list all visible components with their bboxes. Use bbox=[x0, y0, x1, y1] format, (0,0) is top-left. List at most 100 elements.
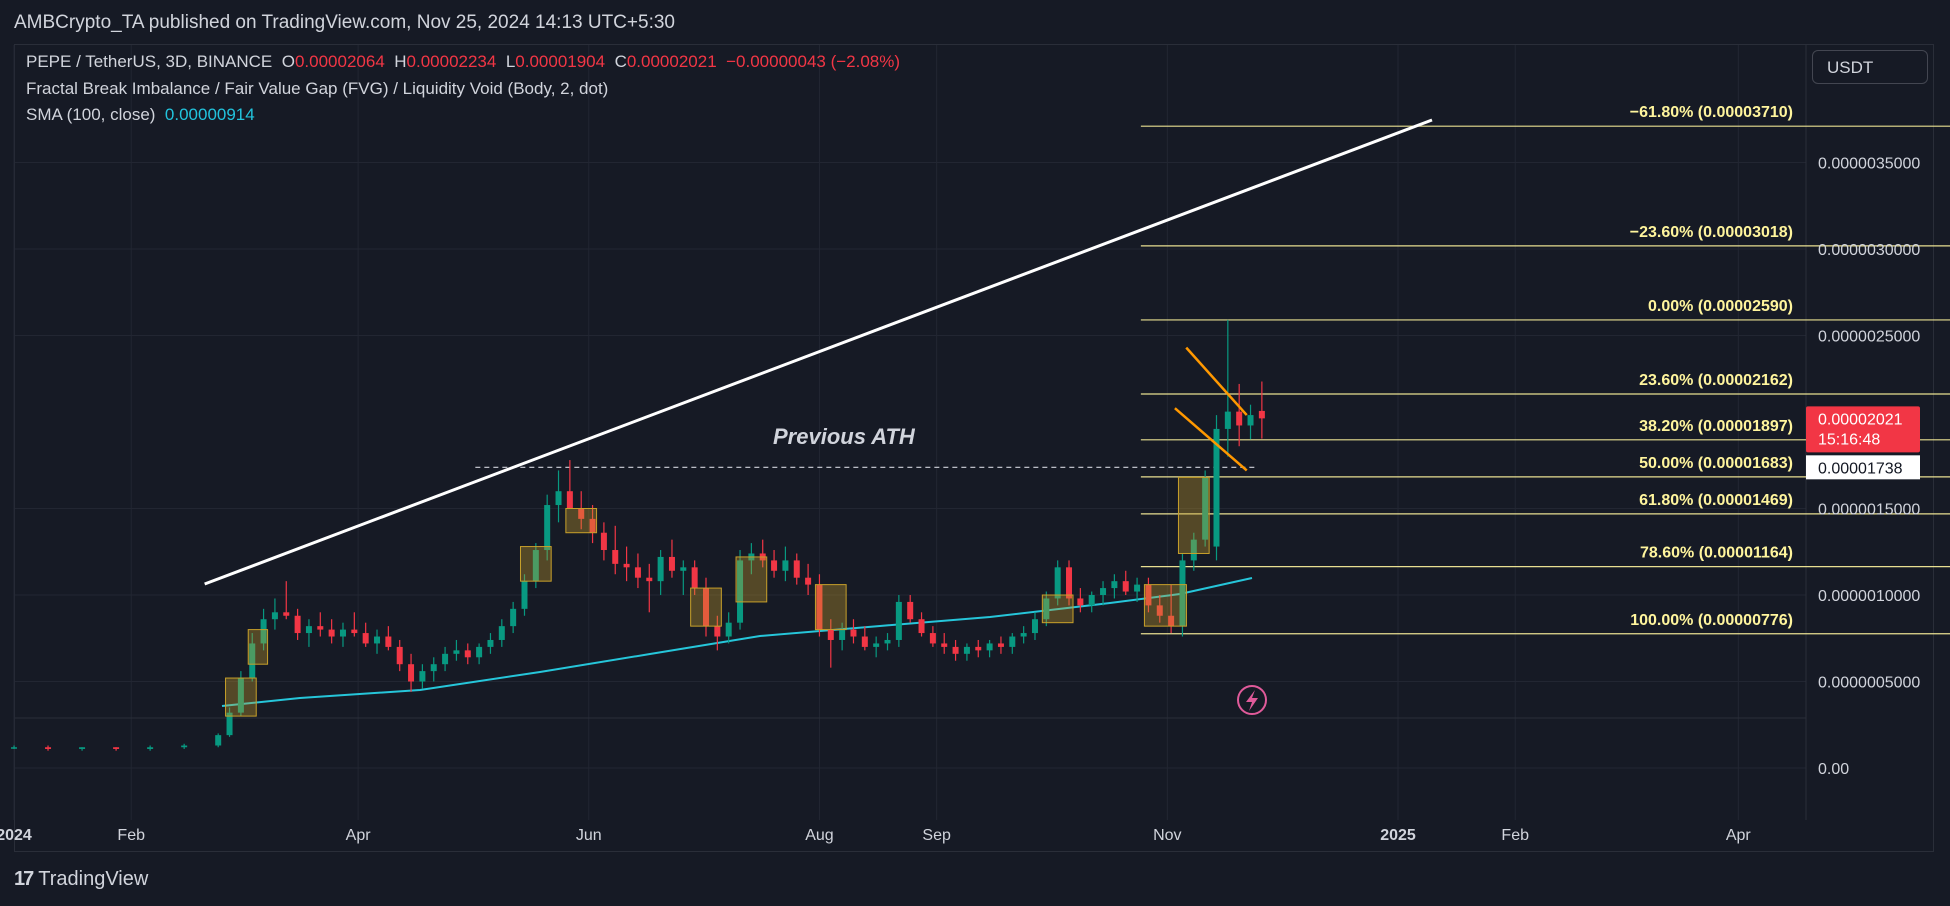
candle-body bbox=[997, 643, 1004, 647]
y-axis-tick-label: 0.00 bbox=[1818, 761, 1849, 778]
tradingview-brand: TradingView bbox=[38, 868, 149, 890]
candle-body bbox=[464, 650, 471, 658]
candle-body bbox=[521, 581, 528, 609]
candle-body bbox=[305, 626, 312, 634]
candle-body bbox=[79, 747, 86, 749]
indicator-legend-sma[interactable]: SMA (100, close) 0.00000914 bbox=[26, 105, 255, 125]
candle-body bbox=[612, 550, 619, 564]
x-axis-tick-label: Apr bbox=[346, 827, 372, 844]
ohlc-open-value: 0.00002064 bbox=[294, 52, 385, 71]
candle-body bbox=[578, 508, 585, 519]
level-price-badge bbox=[1806, 455, 1920, 480]
candle-body bbox=[691, 567, 698, 589]
candle-body bbox=[317, 626, 324, 630]
fib-level-label: 0.00% (0.00002590) bbox=[1648, 298, 1793, 315]
candle-body bbox=[918, 619, 925, 634]
indicator-sma-value: 0.00000914 bbox=[164, 105, 255, 124]
candle-body bbox=[1054, 567, 1061, 599]
price-change: −0.00000043 (−2.08%) bbox=[726, 52, 901, 71]
candle-body bbox=[782, 560, 789, 571]
tradingview-logo[interactable]: 17 TradingView bbox=[14, 868, 148, 891]
candle-body bbox=[646, 577, 653, 582]
candle-body bbox=[771, 560, 778, 571]
fib-level-label: 38.20% (0.00001897) bbox=[1639, 418, 1793, 435]
price-chart[interactable]: −61.80% (0.00003710) −23.60% (0.00003018)… bbox=[0, 0, 1950, 852]
candle-body bbox=[714, 626, 721, 637]
candle-body bbox=[283, 612, 290, 616]
fvg-box bbox=[519, 546, 552, 582]
ohlc-high-value: 0.00002234 bbox=[406, 52, 497, 71]
channel-line[interactable] bbox=[1174, 407, 1248, 472]
fib-level-label: 50.00% (0.00001683) bbox=[1639, 455, 1793, 472]
x-axis-tick-label: Sep bbox=[922, 827, 951, 844]
fib-level-label: −61.80% (0.00003710) bbox=[1630, 104, 1793, 121]
level-price-value: 0.00001738 bbox=[1818, 460, 1903, 477]
ohlc-close-label: C bbox=[614, 52, 627, 71]
candle-body bbox=[1168, 615, 1175, 627]
candle-body bbox=[510, 608, 517, 627]
fib-level-label: −23.60% (0.00003018) bbox=[1630, 224, 1793, 241]
candle-body bbox=[895, 601, 902, 640]
candle-body bbox=[226, 712, 233, 736]
candle-body bbox=[1009, 636, 1016, 647]
candle-body bbox=[839, 629, 846, 640]
candle-body bbox=[555, 491, 562, 506]
candle-body bbox=[408, 664, 415, 682]
x-axis-tick-label: 2025 bbox=[1380, 827, 1416, 844]
candle-body bbox=[45, 747, 52, 749]
candle-body bbox=[487, 639, 494, 647]
candle-body bbox=[11, 747, 17, 749]
candle-body bbox=[1202, 477, 1209, 540]
trend-line[interactable] bbox=[204, 118, 1433, 586]
y-axis-tick-label: 0.0000015000 bbox=[1818, 502, 1920, 519]
fvg-box bbox=[1177, 476, 1210, 554]
candle-body bbox=[476, 646, 483, 658]
candle-body bbox=[1111, 581, 1118, 589]
candle-body bbox=[237, 678, 244, 713]
symbol-label[interactable]: PEPE / TetherUS, 3D, BINANCE bbox=[26, 52, 273, 71]
candle-body bbox=[328, 629, 335, 637]
candle-body bbox=[1179, 560, 1186, 627]
lightning-icon[interactable] bbox=[1237, 685, 1267, 715]
candle-body bbox=[805, 577, 812, 585]
indicator-fvg-label: Fractal Break Imbalance / Fair Value Gap… bbox=[26, 79, 609, 98]
candle-body bbox=[544, 505, 551, 551]
candle-body bbox=[1066, 567, 1073, 599]
top-bar: AMBCrypto_TA published on TradingView.co… bbox=[0, 0, 1950, 44]
fvg-box bbox=[735, 556, 768, 603]
candle-body bbox=[725, 622, 732, 637]
candle-body bbox=[589, 518, 596, 533]
candle-body bbox=[884, 639, 891, 644]
candle-body bbox=[1077, 598, 1084, 606]
fib-level-label: 23.60% (0.00002162) bbox=[1639, 372, 1793, 389]
candle-body bbox=[362, 633, 369, 644]
candle-body bbox=[657, 556, 664, 582]
fvg-box bbox=[1041, 594, 1074, 624]
indicator-legend-fvg[interactable]: Fractal Break Imbalance / Fair Value Gap… bbox=[26, 79, 608, 99]
candle-body bbox=[498, 626, 505, 640]
candle-body bbox=[419, 671, 426, 682]
candle-body bbox=[680, 567, 687, 571]
candle-body bbox=[816, 584, 823, 630]
x-axis-tick-label: Feb bbox=[117, 827, 145, 844]
channel-line[interactable] bbox=[1185, 346, 1248, 416]
candle-body bbox=[260, 619, 267, 644]
fvg-box bbox=[690, 587, 722, 627]
candle-body bbox=[294, 615, 301, 634]
current-price-badge bbox=[1806, 406, 1920, 453]
fib-level-label: 100.00% (0.00000776) bbox=[1630, 612, 1793, 629]
candle-body bbox=[861, 636, 868, 647]
candle-body bbox=[442, 653, 449, 665]
y-axis-tick-label: 0.0000025000 bbox=[1818, 329, 1920, 346]
candle-body bbox=[566, 491, 573, 509]
currency-button[interactable]: USDT bbox=[1812, 50, 1928, 84]
previous-ath-annotation: Previous ATH bbox=[773, 424, 916, 449]
fvg-box bbox=[247, 629, 269, 665]
candle-body bbox=[1122, 581, 1129, 592]
indicator-sma-label: SMA (100, close) bbox=[26, 105, 156, 124]
candle-body bbox=[1190, 539, 1197, 561]
fvg-box bbox=[565, 508, 598, 534]
candle-body bbox=[929, 633, 936, 644]
candle-body bbox=[1258, 410, 1265, 419]
x-axis-tick-label: Aug bbox=[805, 827, 833, 844]
